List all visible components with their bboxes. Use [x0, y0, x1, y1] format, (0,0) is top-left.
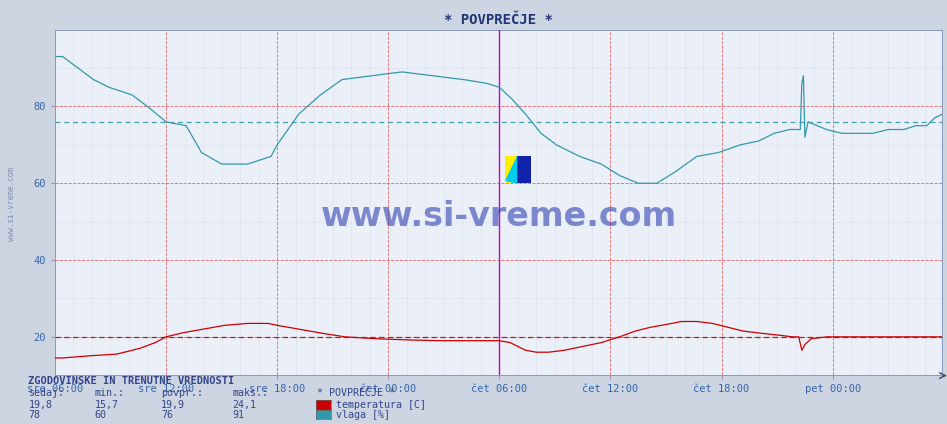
Text: 19,9: 19,9: [161, 400, 185, 410]
Text: 91: 91: [232, 410, 244, 420]
Text: temperatura [C]: temperatura [C]: [336, 400, 426, 410]
Text: 78: 78: [28, 410, 41, 420]
Text: vlaga [%]: vlaga [%]: [336, 410, 390, 420]
Text: sedaj:: sedaj:: [28, 388, 64, 399]
Text: 15,7: 15,7: [95, 400, 118, 410]
Text: maks.:: maks.:: [232, 388, 268, 399]
Text: min.:: min.:: [95, 388, 125, 399]
Text: ZGODOVINSKE IN TRENUTNE VREDNOSTI: ZGODOVINSKE IN TRENUTNE VREDNOSTI: [28, 376, 235, 386]
Text: 60: 60: [95, 410, 107, 420]
Bar: [518, 156, 531, 183]
Text: povpr.:: povpr.:: [161, 388, 203, 399]
Text: 24,1: 24,1: [232, 400, 256, 410]
Polygon shape: [518, 156, 529, 183]
Text: * POVPREČJE *: * POVPREČJE *: [317, 388, 395, 399]
Text: 19,8: 19,8: [28, 400, 52, 410]
Text: www.si-vreme.com: www.si-vreme.com: [320, 200, 677, 233]
Title: * POVPREČJE *: * POVPREČJE *: [444, 13, 553, 27]
Text: 76: 76: [161, 410, 173, 420]
Text: www.si-vreme.com: www.si-vreme.com: [7, 167, 16, 240]
Polygon shape: [506, 156, 518, 183]
